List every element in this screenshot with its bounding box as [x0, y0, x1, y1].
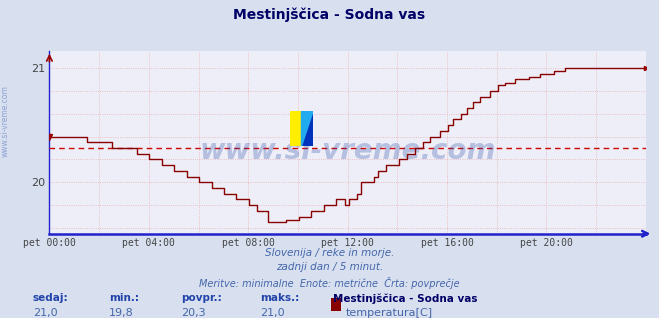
Text: zadnji dan / 5 minut.: zadnji dan / 5 minut.: [276, 262, 383, 272]
Text: 20,3: 20,3: [181, 308, 206, 318]
Text: 19,8: 19,8: [109, 308, 134, 318]
Text: maks.:: maks.:: [260, 293, 300, 303]
Text: povpr.:: povpr.:: [181, 293, 222, 303]
Text: Meritve: minimalne  Enote: metrične  Črta: povprečje: Meritve: minimalne Enote: metrične Črta:…: [199, 277, 460, 289]
Text: min.:: min.:: [109, 293, 139, 303]
Bar: [290, 111, 301, 146]
Text: sedaj:: sedaj:: [33, 293, 69, 303]
Text: www.si-vreme.com: www.si-vreme.com: [200, 137, 496, 165]
Text: Mestinjščica - Sodna vas: Mestinjščica - Sodna vas: [333, 293, 477, 304]
Text: www.si-vreme.com: www.si-vreme.com: [1, 85, 10, 157]
Polygon shape: [301, 111, 313, 146]
Text: 21,0: 21,0: [260, 308, 285, 318]
Text: 21,0: 21,0: [33, 308, 57, 318]
Text: Mestinjščica - Sodna vas: Mestinjščica - Sodna vas: [233, 8, 426, 23]
Polygon shape: [301, 111, 313, 146]
Text: temperatura[C]: temperatura[C]: [346, 308, 433, 318]
Text: Slovenija / reke in morje.: Slovenija / reke in morje.: [265, 248, 394, 258]
